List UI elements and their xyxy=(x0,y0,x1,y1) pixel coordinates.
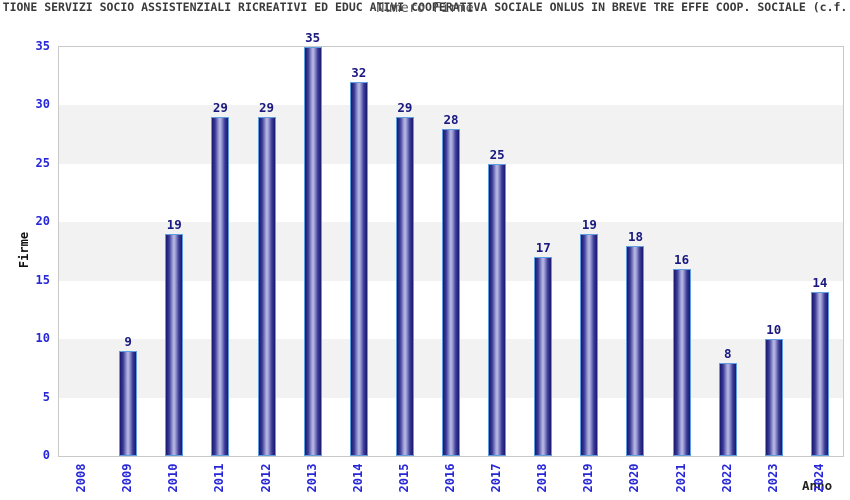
x-tick-label: 2020 xyxy=(627,463,642,493)
y-tick-label: 10 xyxy=(35,331,50,346)
bar-2015 xyxy=(395,117,414,456)
bar-2018 xyxy=(534,257,553,456)
bar-value-label: 28 xyxy=(443,111,459,127)
x-tick-label: 2021 xyxy=(673,463,688,493)
bar-value-label: 8 xyxy=(723,345,732,361)
bar-2021 xyxy=(672,269,691,456)
x-tick-label: 2009 xyxy=(120,463,135,493)
x-tick-label: 2015 xyxy=(396,463,411,493)
bar-value-label: 19 xyxy=(166,216,182,232)
bar-2013 xyxy=(303,47,322,456)
x-tick-label: 2019 xyxy=(581,463,596,493)
y-tick-label: 20 xyxy=(35,214,50,229)
x-tick-label: 2011 xyxy=(212,463,227,493)
bar-value-label: 25 xyxy=(489,146,505,162)
bar-value-label: 29 xyxy=(212,100,228,116)
x-tick-label: 2022 xyxy=(719,463,734,493)
x-tick-label: 2023 xyxy=(765,463,780,493)
y-tick-label: 35 xyxy=(35,39,50,53)
bar-value-label: 19 xyxy=(581,216,597,232)
x-tick-label: 2012 xyxy=(258,463,273,493)
bar-2023 xyxy=(764,339,783,456)
x-tick-label: 2016 xyxy=(443,463,457,493)
bar-2024 xyxy=(810,292,829,456)
bar-value-label: 18 xyxy=(627,228,643,244)
y-tick-label: 15 xyxy=(35,272,50,287)
x-tick-label: 2018 xyxy=(535,463,550,493)
y-tick-label: 0 xyxy=(42,448,50,462)
bar-2011 xyxy=(211,117,230,456)
plot-band xyxy=(59,47,843,106)
x-axis-title: Anno xyxy=(802,478,833,493)
bar-2017 xyxy=(488,163,507,456)
y-tick-label: 5 xyxy=(42,389,50,404)
bar-value-label: 32 xyxy=(351,65,367,81)
x-tick-label: 2017 xyxy=(489,463,504,493)
chart-subtitle: Numero Firme xyxy=(376,0,474,16)
chart-title-row: TIONE SERVIZI SOCIO ASSISTENZIALI RICREA… xyxy=(0,0,850,17)
bar-2014 xyxy=(349,82,368,456)
x-tick-label: 2010 xyxy=(166,463,181,493)
bar-value-label: 14 xyxy=(812,275,828,291)
bar-2012 xyxy=(257,117,276,456)
x-tick-label: 2013 xyxy=(304,463,319,493)
x-tick-label: 2014 xyxy=(350,463,365,493)
bar-2022 xyxy=(718,362,737,456)
bar-2010 xyxy=(165,233,184,456)
x-tick-label: 2008 xyxy=(74,463,89,493)
bar-value-label: 29 xyxy=(258,100,275,116)
bar-2020 xyxy=(626,245,645,456)
bar-value-label: 35 xyxy=(305,30,321,45)
bar-value-label: 17 xyxy=(535,240,551,256)
chart-title: TIONE SERVIZI SOCIO ASSISTENZIALI RICREA… xyxy=(2,0,848,14)
bar-2019 xyxy=(580,233,599,456)
bar-value-label: 29 xyxy=(397,100,413,116)
plot-area: 9 19 29 29 35 32 29 28 25 17 19 18 16 8 10 14 xyxy=(58,30,844,457)
bar-value-label: 16 xyxy=(674,252,690,268)
y-tick-label: 25 xyxy=(35,155,50,170)
bar-value-label: 9 xyxy=(124,333,132,349)
bar-value-label: 10 xyxy=(766,322,782,338)
bar-2016 xyxy=(442,128,460,456)
x-tick-label: 2024 xyxy=(811,463,826,493)
bar-2009 xyxy=(119,350,138,456)
y-tick-label: 30 xyxy=(35,97,50,112)
